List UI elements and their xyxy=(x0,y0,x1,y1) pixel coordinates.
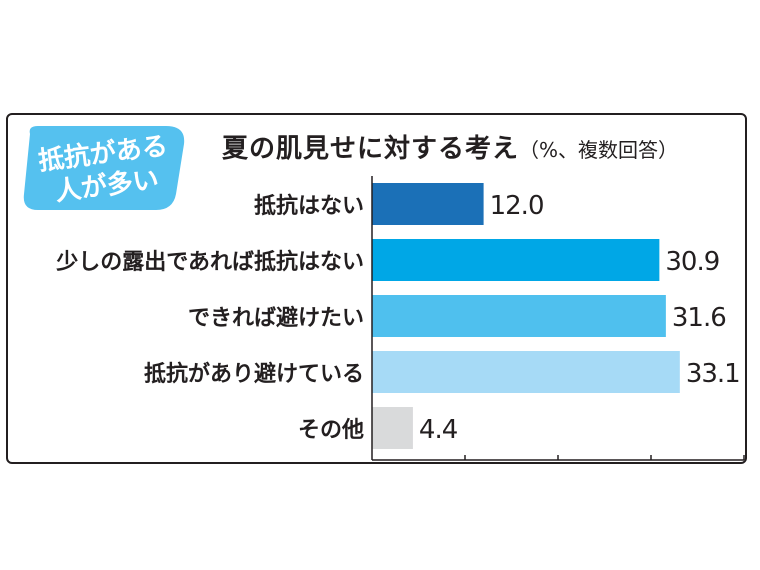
value-label-5: 4.4 xyxy=(419,415,458,445)
bar-4 xyxy=(372,351,680,393)
value-label-2: 30.9 xyxy=(665,247,719,277)
category-label-1: 抵抗はない xyxy=(254,193,364,219)
bar-1 xyxy=(372,183,484,225)
category-label-2: 少しの露出であれば抵抗はない xyxy=(55,249,364,275)
badge: 抵抗がある 人が多い xyxy=(23,126,185,210)
bar-3 xyxy=(372,295,666,337)
category-label-4: 抵抗があり避けている xyxy=(144,361,364,387)
value-label-4: 33.1 xyxy=(686,359,740,389)
badge-shape xyxy=(23,126,185,210)
bar-5 xyxy=(372,407,413,449)
category-label-3: できれば避けたい xyxy=(188,305,364,331)
category-label-5: その他 xyxy=(298,418,364,443)
bar-2 xyxy=(372,239,660,281)
value-label-3: 31.6 xyxy=(672,303,726,333)
title-note: （%、複数回答） xyxy=(519,138,679,162)
title-text: 夏の肌見せに対する考え xyxy=(222,134,520,164)
value-label-1: 12.0 xyxy=(490,191,544,221)
chart-title: 夏の肌見せに対する考え（%、複数回答） xyxy=(222,128,678,165)
